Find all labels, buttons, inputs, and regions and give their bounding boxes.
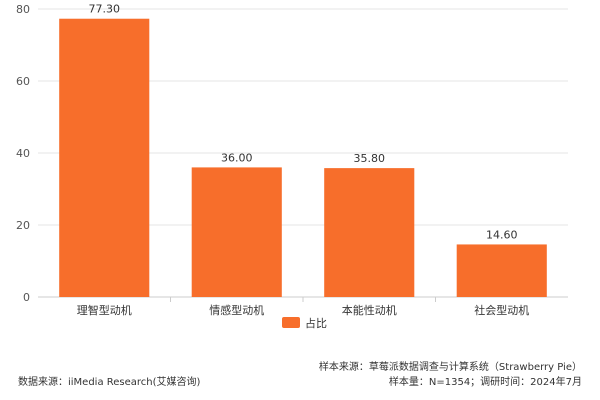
value-label: 36.00 — [221, 151, 253, 164]
bar — [456, 244, 547, 297]
y-tick-label: 60 — [16, 75, 30, 88]
y-tick-label: 20 — [16, 219, 30, 232]
legend: 占比 — [282, 316, 327, 330]
bar — [324, 168, 415, 297]
sample-source-text: 样本来源：草莓派数据调查与计算系统（Strawberry Pie） — [318, 362, 582, 373]
x-tick-label: 社会型动机 — [474, 303, 529, 317]
bars — [59, 18, 547, 297]
x-tick-label: 情感型动机 — [209, 303, 264, 317]
value-label: 35.80 — [354, 152, 386, 165]
value-labels: 77.30 36.00 35.80 14.60 — [89, 3, 518, 242]
bar-chart: 0 20 40 60 80 理智型动机 情感型动机 本能性动机 社会型动机 77.30 36.00… — [16, 3, 568, 330]
y-tick-label: 0 — [23, 291, 30, 304]
x-tick-label: 理智型动机 — [77, 303, 132, 317]
y-tick-label: 40 — [16, 147, 30, 160]
legend-swatch — [282, 317, 300, 328]
bar — [191, 167, 282, 297]
y-tick-label: 80 — [16, 3, 30, 16]
data-source-text: 数据来源：iiMedia Research(艾媒咨询) — [18, 377, 201, 388]
value-label: 77.30 — [89, 3, 121, 16]
sample-size-text: 样本量：N=1354；调研时间：2024年7月 — [388, 377, 582, 388]
value-label: 14.60 — [486, 228, 518, 241]
bar — [59, 18, 150, 297]
x-tick-label: 本能性动机 — [342, 303, 397, 317]
legend-label: 占比 — [305, 316, 327, 330]
